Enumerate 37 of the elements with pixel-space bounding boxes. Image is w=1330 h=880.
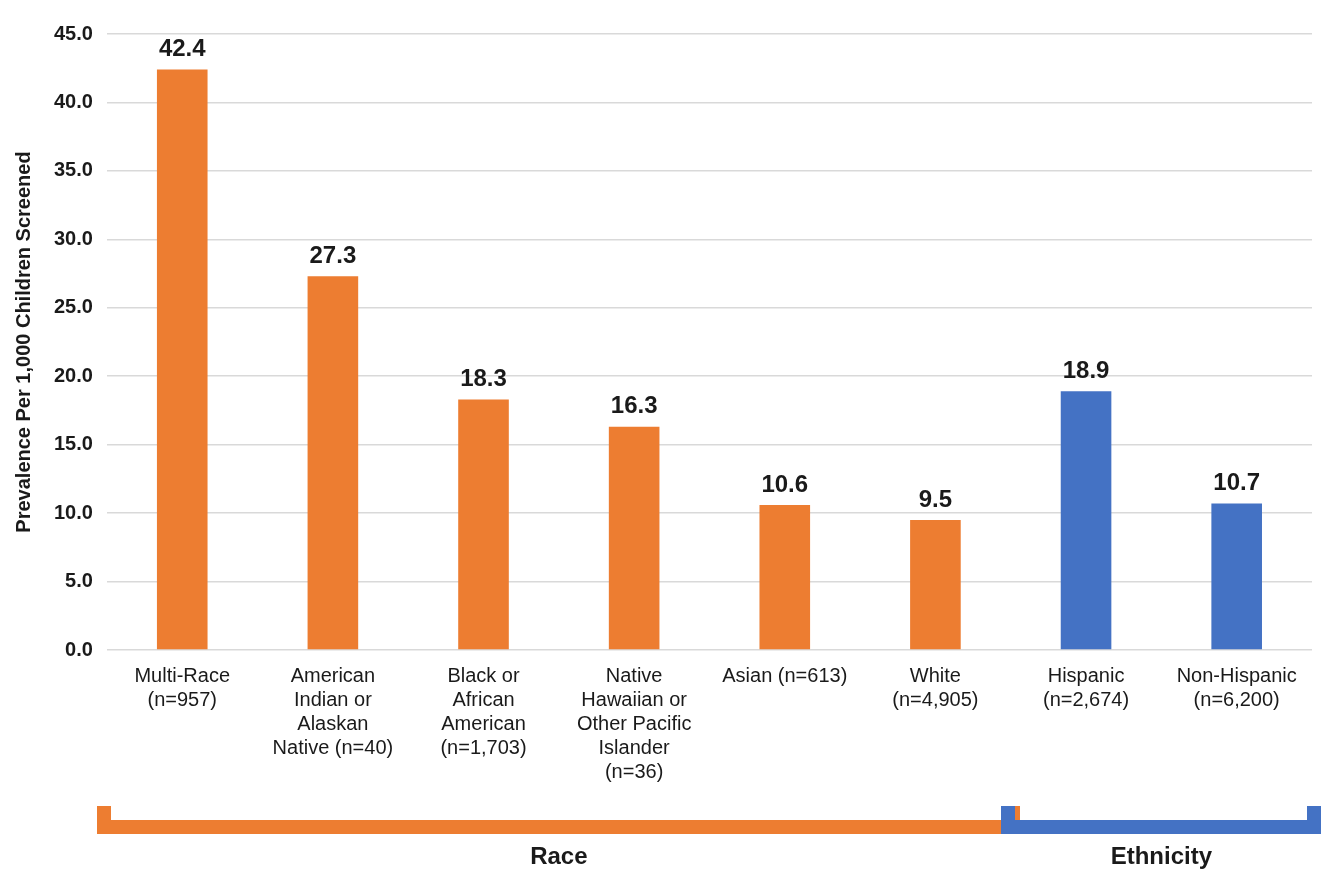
data-label: 10.6 bbox=[761, 469, 809, 497]
bar bbox=[608, 426, 660, 650]
data-label: 42.4 bbox=[158, 34, 207, 62]
y-tick-label: 0.0 bbox=[65, 637, 93, 660]
y-tick-label: 25.0 bbox=[53, 295, 93, 318]
x-tick-label: Hispanic (n=2,674) bbox=[1042, 663, 1130, 710]
y-axis-title: Prevalence Per 1,000 Children Screened bbox=[11, 151, 34, 533]
text: Ethnicity bbox=[1109, 842, 1214, 870]
data-label: 27.3 bbox=[309, 240, 357, 268]
y-tick-label: 40.0 bbox=[53, 89, 93, 112]
data-label: 18.9 bbox=[1062, 355, 1110, 383]
bar bbox=[307, 276, 359, 650]
x-tick-label: Black or African American (n=1,703) bbox=[440, 663, 527, 758]
x-tick-label: Native Hawaiian or Other Pacific Islander (n=36) bbox=[576, 663, 692, 782]
data-label: 16.3 bbox=[610, 391, 658, 419]
bar bbox=[1211, 503, 1262, 650]
bar bbox=[156, 69, 208, 650]
text: Race bbox=[529, 842, 589, 870]
y-tick-label: 5.0 bbox=[65, 569, 93, 592]
y-tick-label: 20.0 bbox=[53, 363, 93, 386]
y-tick-label: 15.0 bbox=[53, 432, 93, 455]
bar bbox=[458, 399, 509, 650]
x-tick-label: Asian (n=613) bbox=[722, 663, 848, 686]
x-tick-label: Non-Hispanic (n=6,200) bbox=[1176, 663, 1297, 710]
data-label: 9.5 bbox=[918, 484, 953, 512]
x-tick-label: Multi-Race (n=957) bbox=[134, 663, 231, 710]
data-label: 10.7 bbox=[1213, 468, 1261, 496]
y-tick-label: 30.0 bbox=[53, 226, 93, 249]
x-tick-label: American Indian or Alaskan Native (n=40) bbox=[272, 663, 394, 758]
x-tick-label: White (n=4,905) bbox=[892, 663, 979, 710]
data-label: 18.3 bbox=[460, 364, 507, 392]
bar bbox=[1060, 391, 1112, 650]
y-tick-label: 35.0 bbox=[53, 158, 93, 181]
bar bbox=[759, 504, 811, 650]
y-tick-label: 45.0 bbox=[53, 21, 93, 44]
bar bbox=[910, 519, 961, 650]
y-tick-label: 10.0 bbox=[53, 500, 93, 523]
